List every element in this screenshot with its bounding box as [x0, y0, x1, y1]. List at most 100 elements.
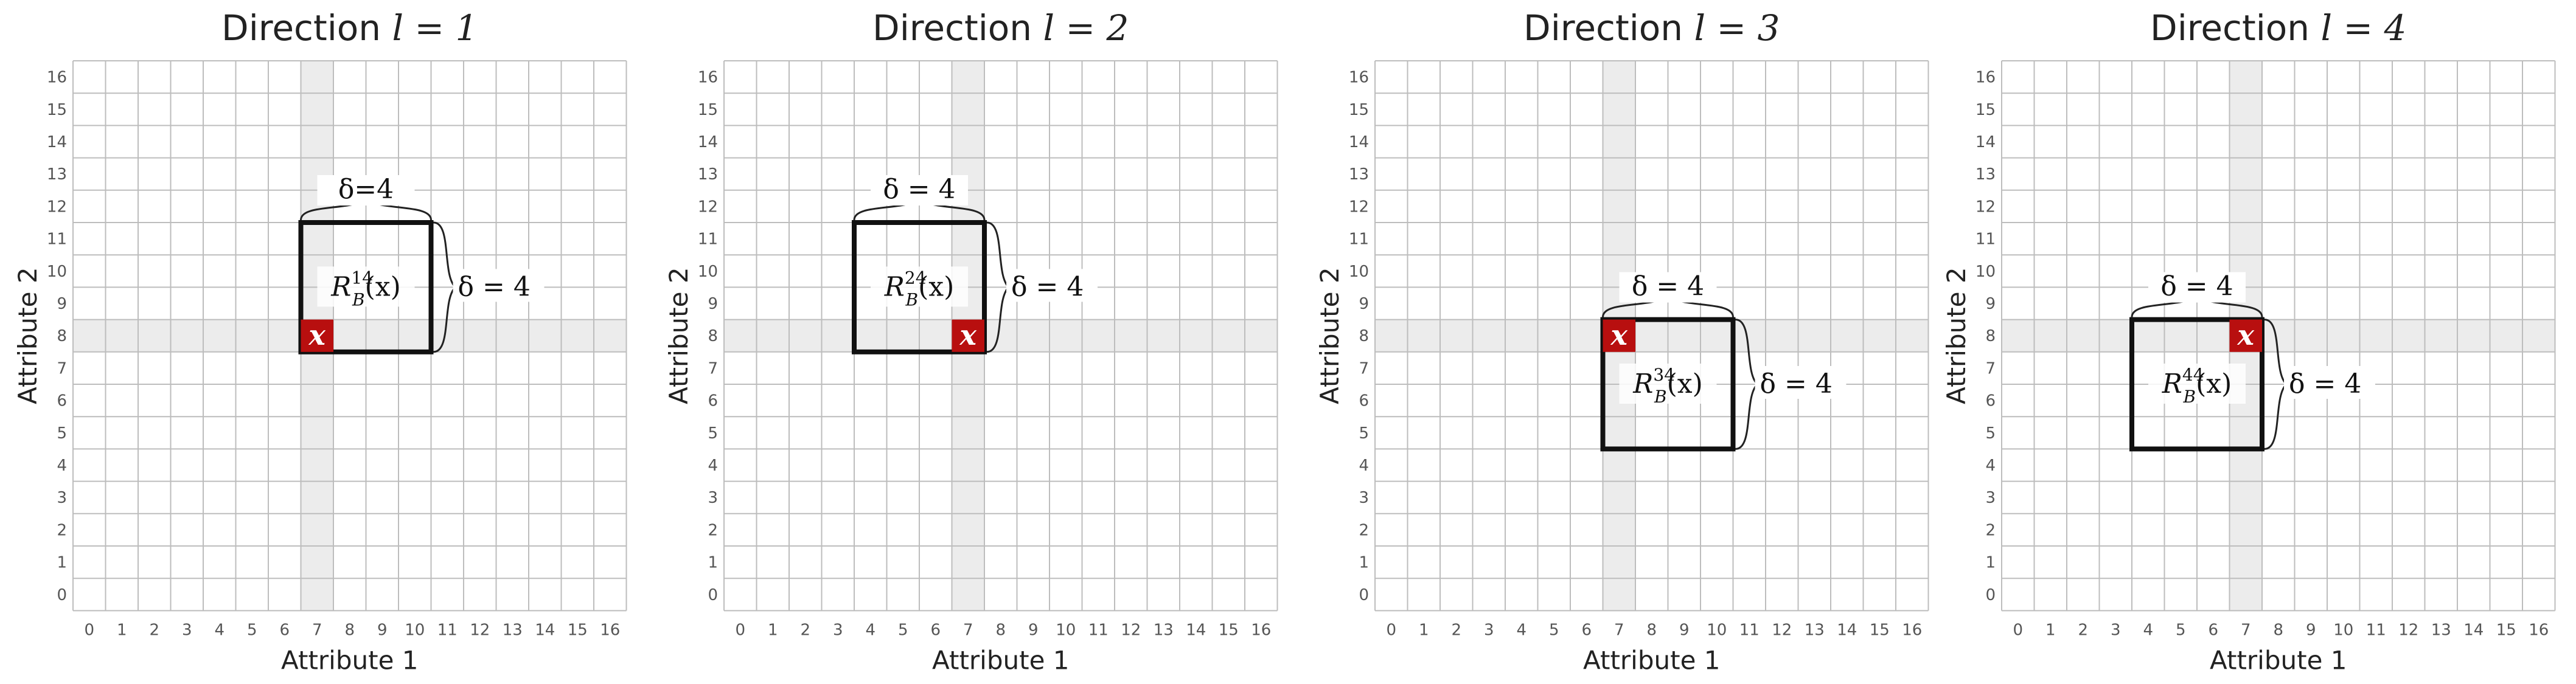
y-tick-label: 14: [47, 133, 67, 151]
y-tick-label: 8: [1359, 327, 1369, 345]
x-tick-label: 7: [1614, 621, 1624, 639]
y-tick-label: 3: [57, 489, 67, 507]
y-tick-label: 8: [57, 327, 67, 345]
y-tick-label: 14: [1349, 133, 1369, 151]
region-label-argument: (x): [365, 271, 401, 302]
region-label: R34 B(x): [1632, 365, 1703, 407]
point-x-label: x: [1610, 319, 1628, 351]
y-tick-label: 13: [1976, 165, 1996, 184]
panel-title-variable: l: [392, 7, 404, 49]
point-x-marker: [301, 319, 333, 352]
x-tick-label: 4: [1516, 621, 1526, 639]
panel-title: Direction l = 4: [2150, 7, 2406, 49]
x-tick-label: 10: [2333, 621, 2353, 639]
y-tick-label: 7: [1985, 359, 1996, 378]
y-tick-label: 6: [1359, 392, 1369, 410]
x-tick-label: 1: [768, 621, 778, 639]
x-tick-label: 15: [2496, 621, 2516, 639]
side-delta-background: [453, 269, 545, 302]
y-tick-label: 11: [698, 230, 718, 249]
region-rectangle: [298, 220, 434, 354]
y-tick-label: 8: [1985, 327, 1996, 345]
y-tick-label: 16: [1349, 69, 1369, 87]
x-tick-label: 11: [437, 621, 458, 639]
x-tick-label: 3: [2111, 621, 2121, 639]
side-delta-background: [1755, 366, 1847, 399]
y-tick-label: 12: [1976, 198, 1996, 216]
panel-title-prefix: Direction: [221, 7, 392, 49]
y-tick-label: 14: [1976, 133, 1996, 151]
panel-direction-2: 0011223344556677889910101111121213131414…: [664, 7, 1278, 675]
x-tick-label: 15: [568, 621, 588, 639]
y-tick-label: 9: [708, 295, 718, 313]
panel-title-equals: =: [1054, 7, 1106, 49]
y-tick-label: 16: [47, 69, 67, 87]
y-tick-label: 6: [708, 392, 718, 410]
x-tick-label: 8: [995, 621, 1006, 639]
y-tick-label: 8: [708, 327, 718, 345]
x-tick-label: 16: [1251, 621, 1271, 639]
top-delta-label: δ = 4: [2160, 271, 2233, 302]
panel-direction-1: 0011223344556677889910101111121213131414…: [13, 7, 627, 675]
top-delta-background: [2148, 272, 2246, 303]
region-rectangle: [2129, 317, 2264, 452]
region-label-subscript: B: [1654, 387, 1667, 407]
panel-title-equals: =: [1705, 7, 1757, 49]
top-delta-background: [1619, 272, 1717, 303]
panel-title-prefix: Direction: [2150, 7, 2320, 49]
region-rectangle: [852, 220, 987, 354]
x-tick-label: 12: [1772, 621, 1792, 639]
y-tick-label: 1: [1985, 554, 1996, 572]
side-delta-label: δ = 4: [2289, 368, 2361, 399]
x-tick-label: 11: [2366, 621, 2386, 639]
panel-title-equals: =: [403, 7, 455, 49]
y-tick-label: 2: [1359, 521, 1369, 539]
region-label-background: [2148, 364, 2246, 404]
x-tick-label: 5: [1549, 621, 1559, 639]
x-tick-label: 15: [1870, 621, 1890, 639]
y-tick-label: 16: [1976, 69, 1996, 87]
region-label-background: [317, 266, 415, 307]
region-label-superscript: 24: [905, 268, 927, 288]
x-tick-label: 16: [600, 621, 620, 639]
panel-title: Direction l = 3: [1523, 7, 1780, 49]
x-tick-label: 5: [898, 621, 908, 639]
y-tick-label: 15: [1976, 101, 1996, 119]
y-tick-label: 10: [1349, 263, 1369, 281]
y-tick-label: 9: [57, 295, 67, 313]
x-tick-label: 2: [800, 621, 810, 639]
x-tick-label: 8: [2273, 621, 2283, 639]
x-tick-label: 14: [1186, 621, 1206, 639]
x-tick-label: 16: [2529, 621, 2549, 639]
x-axis-label: Attribute 1: [1583, 645, 1721, 675]
y-tick-label: 5: [1985, 424, 1996, 443]
highlight-row-band: [2002, 319, 2555, 352]
region-label-superscript: 44: [2182, 365, 2204, 385]
y-tick-label: 13: [698, 165, 718, 184]
top-delta-background: [871, 175, 968, 206]
x-tick-label: 11: [1088, 621, 1109, 639]
point-x-marker: [952, 319, 984, 352]
y-tick-label: 4: [708, 457, 718, 475]
y-tick-label: 4: [57, 457, 67, 475]
x-tick-label: 3: [1484, 621, 1494, 639]
x-axis-label: Attribute 1: [2210, 645, 2347, 675]
x-tick-label: 8: [344, 621, 355, 639]
x-tick-label: 14: [535, 621, 555, 639]
region-label-superscript: 34: [1653, 365, 1675, 385]
y-tick-label: 4: [1359, 457, 1369, 475]
x-tick-label: 3: [182, 621, 192, 639]
x-tick-label: 5: [2176, 621, 2186, 639]
region-label-base: R: [330, 271, 351, 302]
side-delta-background: [2284, 366, 2375, 399]
top-delta-label: δ = 4: [883, 174, 955, 205]
y-tick-label: 2: [57, 521, 67, 539]
region-label-subscript: B: [352, 289, 365, 309]
region-label-argument: (x): [918, 271, 954, 302]
y-tick-label: 0: [1985, 586, 1996, 604]
region-label-argument: (x): [1667, 368, 1703, 399]
x-tick-label: 7: [963, 621, 973, 639]
y-tick-label: 1: [708, 554, 718, 572]
point-x-label: x: [2237, 319, 2255, 351]
x-tick-label: 4: [2143, 621, 2153, 639]
